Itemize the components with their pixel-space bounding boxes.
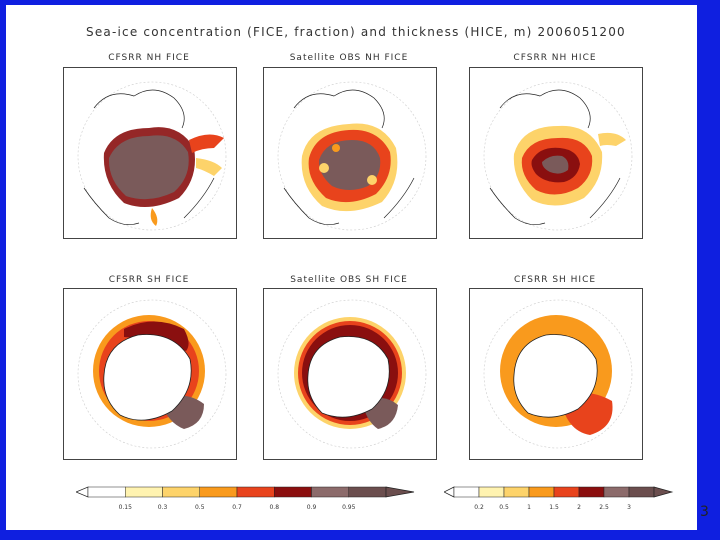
colorbar-concentration-tick: 0.15 <box>119 504 133 511</box>
map-sh-obs-fice <box>263 288 437 460</box>
colorbar-concentration-arrow-low <box>76 486 89 498</box>
colorbar-thickness-bin-2 <box>478 486 505 498</box>
coastlines <box>83 89 215 225</box>
colorbar-thickness-bin-7 <box>603 486 630 498</box>
colorbar-concentration-bin-4 <box>199 486 238 498</box>
coastlines <box>489 89 621 225</box>
figure-title: Sea-ice concentration (FICE, fraction) a… <box>86 25 626 39</box>
map-sh-model-fice-canvas <box>77 299 227 449</box>
map-nh-obs-fice-canvas <box>277 81 427 231</box>
colorbar-concentration-tick: 0.3 <box>158 504 168 511</box>
map-sh-model-hice <box>469 288 643 460</box>
panel-title-sh-obs-fice: Satellite OBS SH FICE <box>290 275 408 285</box>
colorbar-thickness-tick: 1.5 <box>549 504 559 511</box>
coastlines <box>283 89 415 225</box>
colorbar-thickness-bin-6 <box>578 486 605 498</box>
colorbar-concentration-bin-8 <box>348 486 387 498</box>
map-sh-model-hice-canvas <box>483 299 633 449</box>
map-nh-obs-fice <box>263 67 437 239</box>
panel-title-nh-model-hice: CFSRR NH HICE <box>513 53 597 63</box>
colorbar-concentration-tick: 0.95 <box>342 504 356 511</box>
colorbar-concentration-bin-3 <box>162 486 200 498</box>
map-nh-model-fice-canvas <box>77 81 227 231</box>
colorbar-concentration-bin-7 <box>311 486 349 498</box>
slide-sheet: Sea-ice concentration (FICE, fraction) a… <box>6 5 697 530</box>
panel-title-nh-model-fice: CFSRR NH FICE <box>108 53 190 63</box>
colorbar-thickness-bin-8 <box>628 486 655 498</box>
colorbar-thickness-tick: 0.2 <box>474 504 484 511</box>
colorbar-concentration-bin-2 <box>125 486 163 498</box>
map-nh-model-fice <box>63 67 237 239</box>
colorbar-thickness-tick: 2 <box>577 504 581 511</box>
colorbar-thickness-bin-4 <box>528 486 555 498</box>
map-nh-model-hice <box>469 67 643 239</box>
colorbar-concentration-arrow-high <box>385 486 415 498</box>
colorbar-concentration-bin-6 <box>274 486 312 498</box>
colorbar-thickness: 0.2 0.5 1 1.5 2 2.5 3 <box>444 486 674 511</box>
panel-title-nh-obs-fice: Satellite OBS NH FICE <box>289 53 409 63</box>
colorbar-concentration-tick: 0.5 <box>195 504 205 511</box>
colorbar-concentration-tick: 0.8 <box>269 504 279 511</box>
colorbar-thickness-bin-1 <box>453 486 480 498</box>
panel-title-sh-model-fice: CFSRR SH FICE <box>108 275 190 285</box>
colorbar-concentration-tick: 0.7 <box>232 504 242 511</box>
colorbar-thickness-arrow-high <box>653 486 674 498</box>
colorbar-thickness-tick: 2.5 <box>599 504 609 511</box>
colorbar-thickness-bin-3 <box>503 486 530 498</box>
colorbar-thickness-tick: 0.5 <box>499 504 509 511</box>
colorbar-thickness-tick: 3 <box>627 504 631 511</box>
colorbar-concentration-bin-5 <box>236 486 275 498</box>
map-sh-obs-fice-canvas <box>277 299 427 449</box>
panel-title-sh-model-hice: CFSRR SH HICE <box>513 275 597 285</box>
map-nh-model-hice-canvas <box>483 81 633 231</box>
colorbar-concentration-tick: 0.9 <box>307 504 317 511</box>
colorbar-concentration: 0.15 0.3 0.5 0.7 0.8 0.9 0.95 <box>76 486 415 511</box>
colorbar-thickness-tick: 1 <box>527 504 531 511</box>
colorbar-thickness-arrow-low <box>444 486 455 498</box>
map-sh-model-fice <box>63 288 237 460</box>
colorbar-thickness-bin-5 <box>553 486 580 498</box>
slide-number: 3 <box>700 504 709 520</box>
colorbar-concentration-bin-1 <box>87 486 126 498</box>
